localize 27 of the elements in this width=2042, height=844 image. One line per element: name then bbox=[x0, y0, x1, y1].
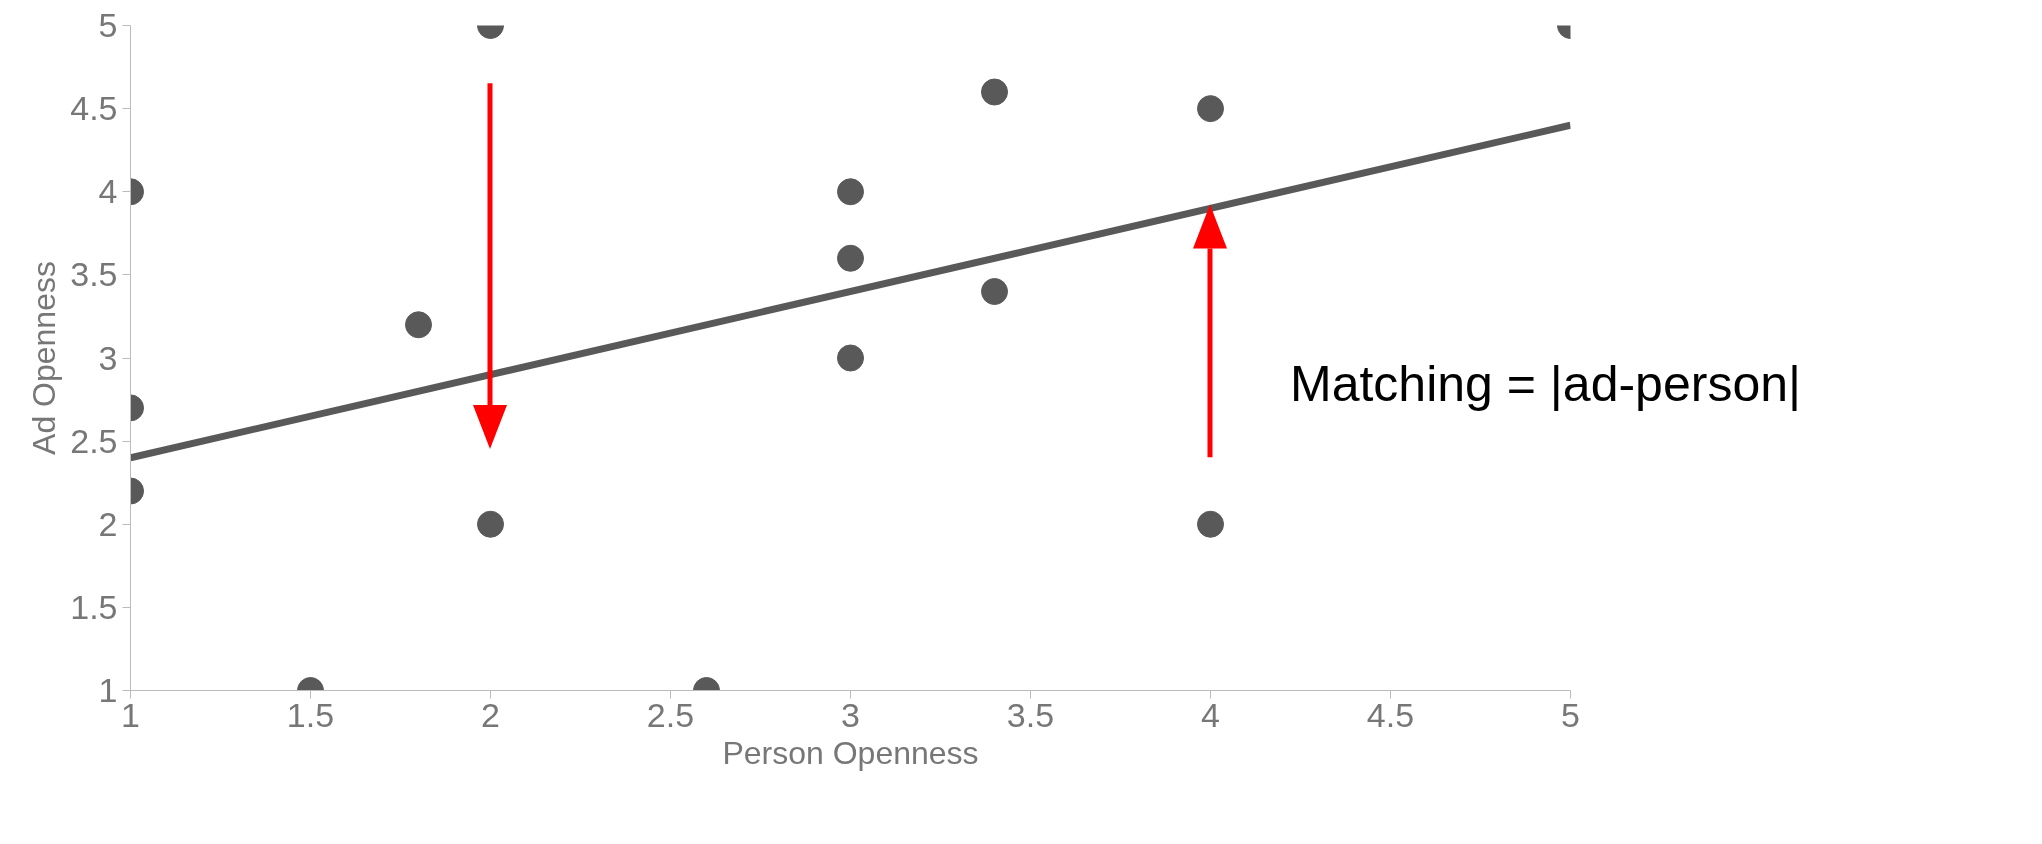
point bbox=[1197, 95, 1224, 123]
x-tick-label: 4.5 bbox=[1366, 695, 1415, 734]
y-tick-label: 2.5 bbox=[70, 421, 118, 460]
point bbox=[981, 78, 1008, 106]
x-tick-label: 3.5 bbox=[1006, 695, 1055, 734]
annotation: Matching = |ad-person| bbox=[1290, 355, 1801, 413]
y-tick-label: 4 bbox=[98, 172, 118, 211]
x-tick-label: 1.5 bbox=[286, 695, 335, 734]
y-tick-label: 2 bbox=[98, 504, 118, 543]
point bbox=[1197, 510, 1224, 538]
x-tick-label: 2.5 bbox=[646, 695, 695, 734]
point bbox=[837, 178, 864, 206]
x-tick-label: 5 bbox=[1561, 695, 1580, 734]
point bbox=[837, 344, 864, 372]
y-tick-label: 5 bbox=[98, 6, 118, 44]
x-tick-label: 3 bbox=[841, 695, 860, 734]
point bbox=[981, 278, 1008, 305]
x-tick-label: 2 bbox=[481, 695, 500, 734]
point bbox=[837, 244, 864, 272]
y-tick-label: 3 bbox=[98, 338, 118, 377]
y-tick-label: 1.5 bbox=[70, 587, 118, 626]
x-axis-title: Person Openness bbox=[722, 734, 979, 771]
y-axis-title: Ad Openness bbox=[26, 261, 63, 455]
y-tick-label: 3.5 bbox=[70, 255, 118, 294]
x-tick-label: 4 bbox=[1201, 695, 1220, 734]
y-tick-label: 4.5 bbox=[70, 89, 118, 128]
y-tick-label: 1 bbox=[98, 671, 118, 709]
